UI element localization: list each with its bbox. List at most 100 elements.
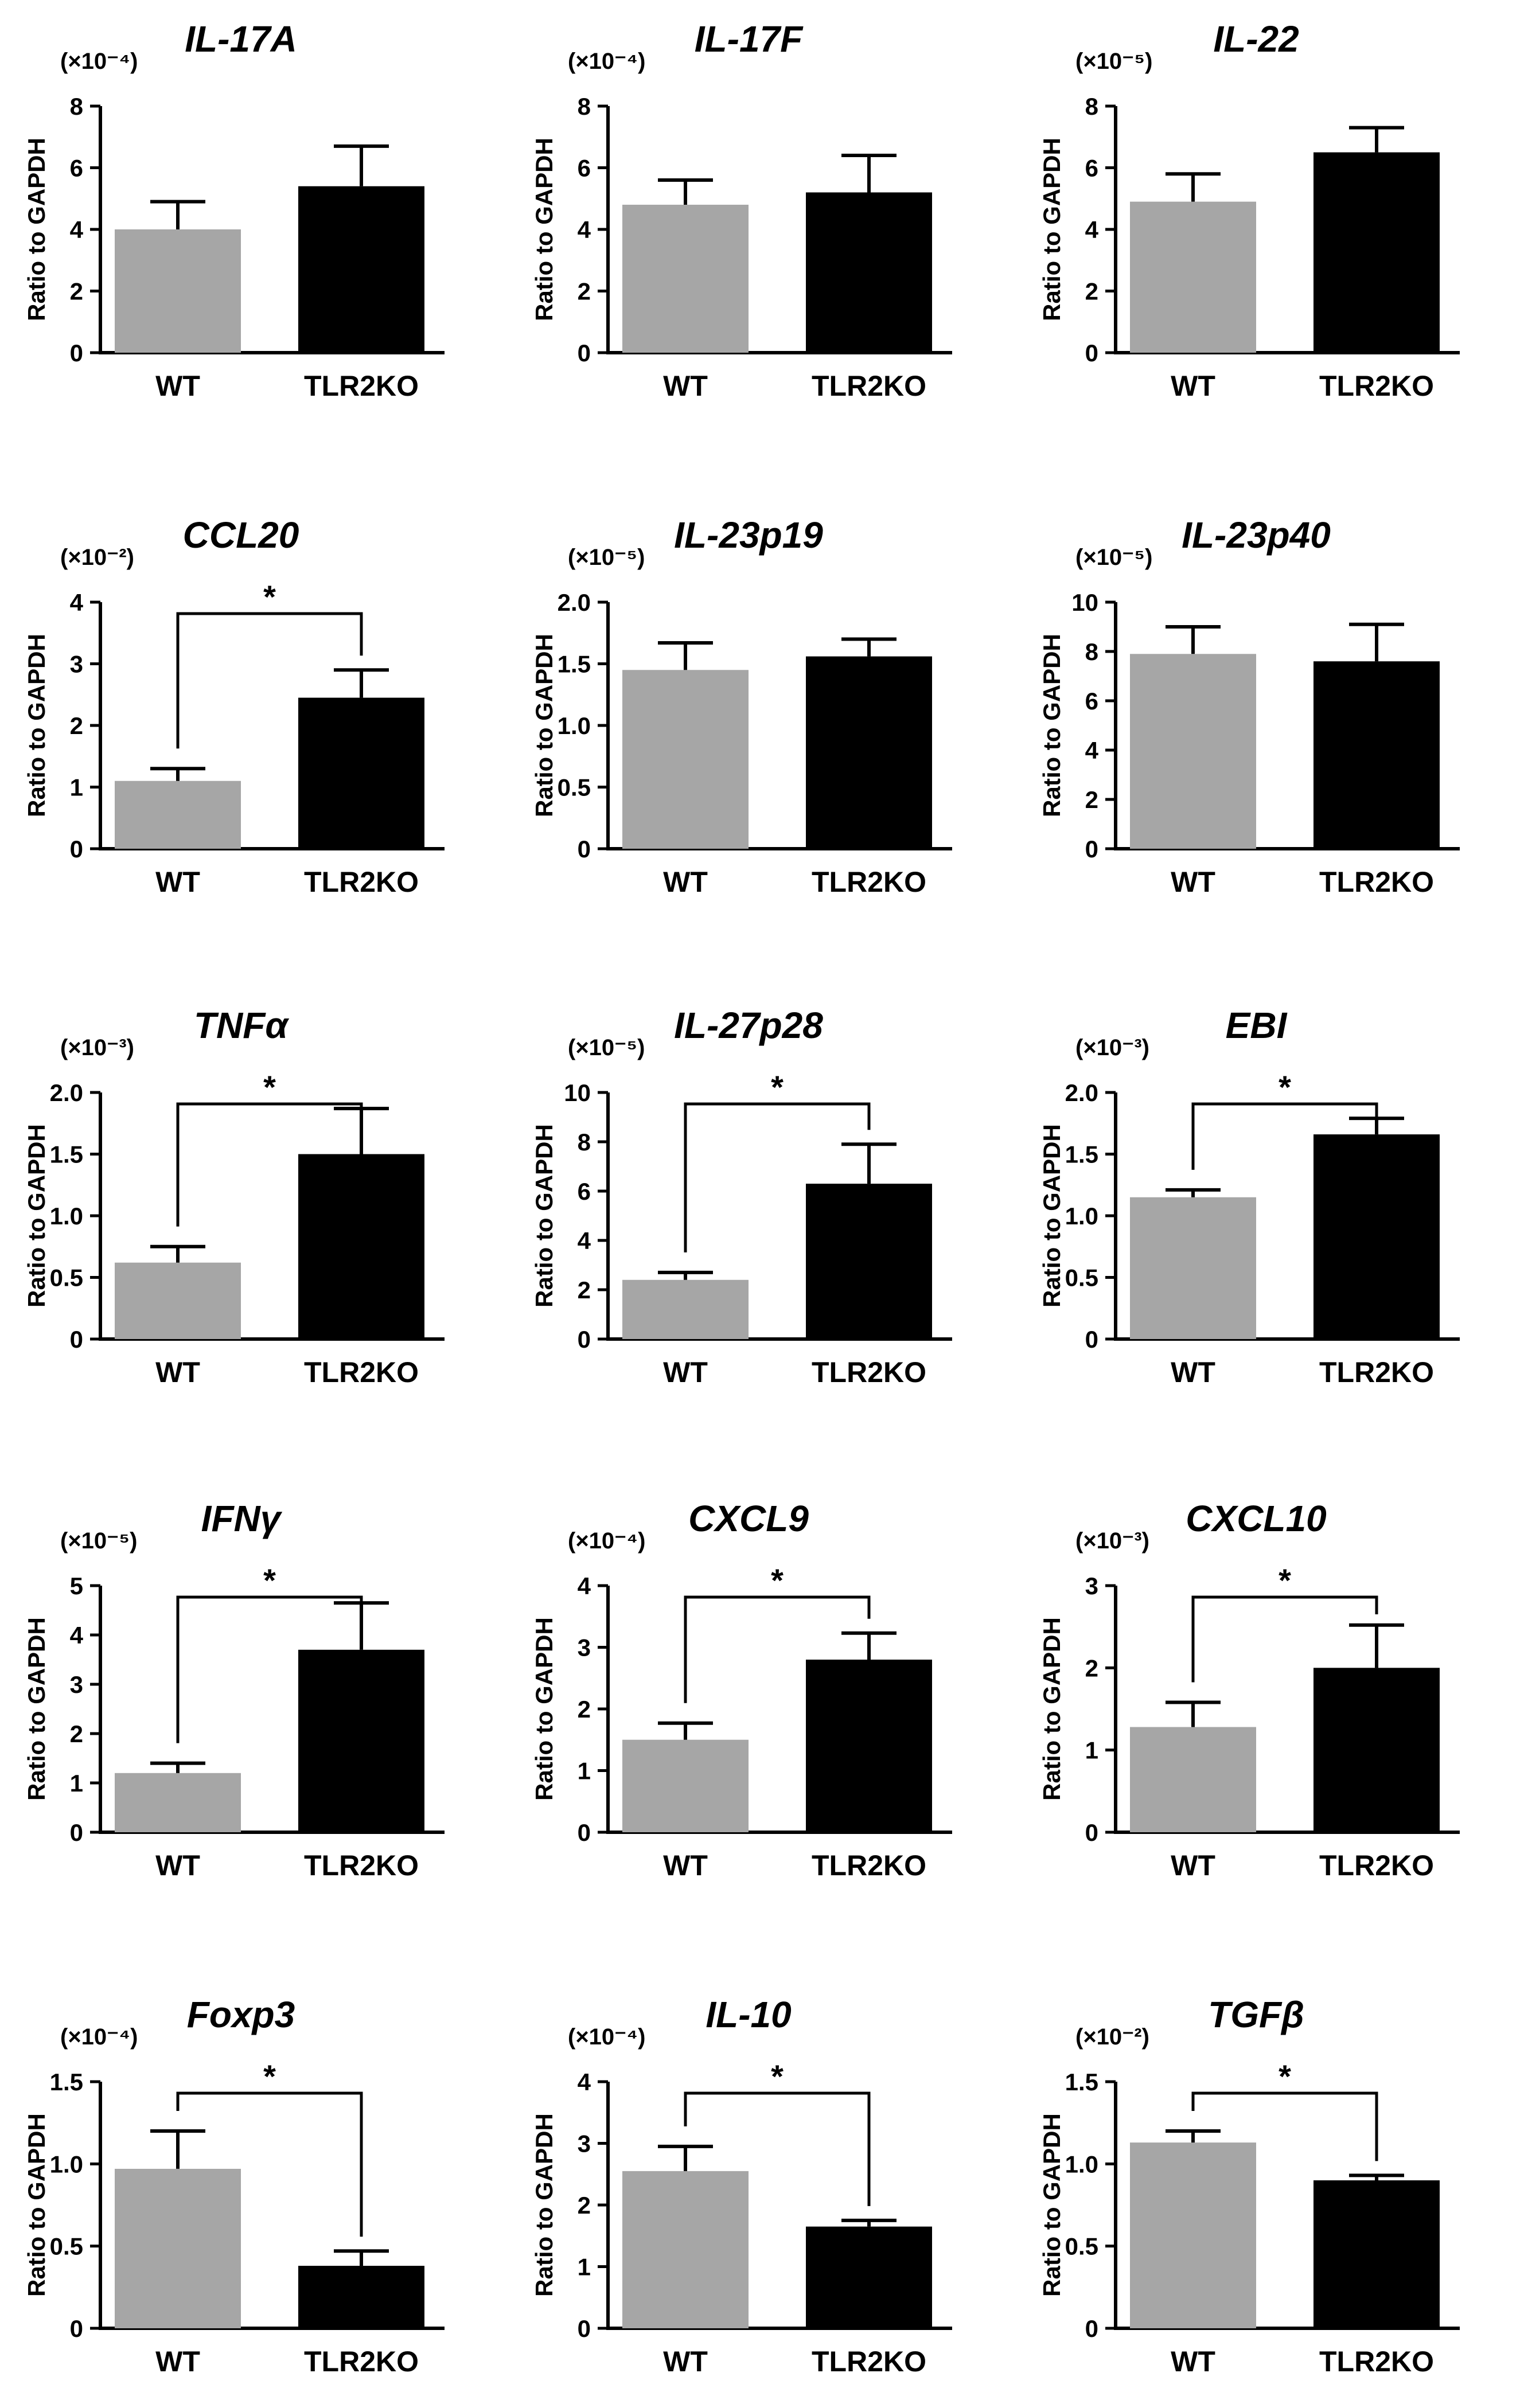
- y-axis-label: Ratio to GAPDH: [531, 1617, 558, 1801]
- error-bar: [334, 2249, 389, 2266]
- error-bar: [1166, 1700, 1221, 1727]
- error-bar: [841, 1142, 897, 1184]
- category-label-wt: WT: [155, 866, 200, 898]
- y-tick-label: 2.0: [558, 589, 591, 616]
- y-tick-label: 0: [1085, 1819, 1098, 1846]
- significance-bracket: [176, 1595, 363, 1743]
- significance-bracket: [684, 2091, 871, 2206]
- chart-panel: IL-27p28 (×10⁻⁵) Ratio to GAPDH 0 2 4 6 8 10 WT TL…: [531, 1005, 952, 1388]
- y-tick-label: 8: [70, 93, 83, 120]
- y-tick-label: 3: [1085, 1572, 1098, 1599]
- y-tick-label: 1.0: [50, 2151, 83, 2177]
- y-axis-label: Ratio to GAPDH: [23, 138, 50, 321]
- bar-tlr2ko: [806, 1184, 932, 1339]
- y-tick-label: 1.0: [1065, 2151, 1098, 2177]
- chart-title: IL-23p40: [1182, 514, 1331, 556]
- chart-panel: TGFβ (×10⁻²) Ratio to GAPDH 0 0.5 1.0 1.5 WT TLR…: [1038, 1994, 1460, 2378]
- y-tick-label: 0.5: [50, 1265, 83, 1291]
- category-label-tlr2ko: TLR2KO: [1319, 2345, 1434, 2378]
- y-tick-label: 4: [578, 216, 591, 243]
- bar-wt: [1130, 654, 1256, 849]
- y-tick-label: 2.0: [50, 1079, 83, 1106]
- y-tick-label: 0: [578, 339, 591, 366]
- category-label-wt: WT: [663, 866, 708, 898]
- error-bar: [1166, 1188, 1221, 1197]
- y-tick-label: 3: [578, 2130, 591, 2157]
- y-tick-label: 5: [70, 1572, 83, 1599]
- chart-title: IL-22: [1213, 18, 1299, 60]
- category-label-tlr2ko: TLR2KO: [812, 1356, 926, 1388]
- y-tick-label: 2: [70, 1720, 83, 1747]
- error-bar: [1166, 625, 1221, 654]
- error-bar: [1166, 2129, 1221, 2143]
- significance-star: *: [263, 579, 276, 615]
- y-tick-label: 4: [70, 216, 84, 243]
- category-label-tlr2ko: TLR2KO: [304, 866, 419, 898]
- category-label-tlr2ko: TLR2KO: [304, 1356, 419, 1388]
- error-bar: [1349, 2173, 1404, 2180]
- category-label-wt: WT: [1171, 866, 1215, 898]
- y-tick-label: 6: [578, 155, 591, 182]
- significance-star: *: [263, 1069, 276, 1105]
- y-tick-label: 1.5: [1065, 1141, 1098, 1168]
- chart-panel: EBI (×10⁻³) Ratio to GAPDH 0 0.5 1.0 1.5 2.0 WT T…: [1038, 1005, 1460, 1388]
- error-bar: [841, 154, 897, 193]
- error-bar: [334, 668, 389, 698]
- y-axis-label: Ratio to GAPDH: [531, 634, 558, 817]
- y-tick-label: 0: [70, 2315, 83, 2342]
- y-axis-label: Ratio to GAPDH: [1038, 2113, 1065, 2297]
- y-axis-label: Ratio to GAPDH: [531, 138, 558, 321]
- bar-wt: [115, 1773, 241, 1832]
- y-tick-label: 8: [578, 1129, 591, 1156]
- significance-star: *: [263, 2058, 276, 2094]
- category-label-tlr2ko: TLR2KO: [812, 1849, 926, 1882]
- bar-tlr2ko: [298, 697, 424, 849]
- error-bar: [1349, 126, 1404, 153]
- error-bar: [1349, 622, 1404, 662]
- y-tick-label: 1.5: [558, 651, 591, 678]
- category-label-wt: WT: [663, 1849, 708, 1882]
- chart-title: CXCL10: [1186, 1498, 1326, 1539]
- chart-title: Foxp3: [187, 1994, 295, 2035]
- error-bar: [150, 2129, 205, 2169]
- y-tick-label: 1.0: [1065, 1203, 1098, 1230]
- significance-bracket: [176, 612, 363, 749]
- y-tick-label: 8: [1085, 93, 1098, 120]
- error-bar: [150, 1244, 205, 1263]
- y-tick-label: 2: [1085, 786, 1098, 813]
- y-tick-label: 4: [578, 1227, 591, 1254]
- y-tick-label: 2: [578, 2192, 591, 2219]
- y-tick-label: 2: [578, 278, 591, 305]
- error-bar: [658, 2144, 713, 2171]
- error-bar: [150, 767, 205, 781]
- chart-title: EBI: [1226, 1005, 1288, 1046]
- category-label-wt: WT: [155, 370, 200, 402]
- error-bar: [658, 178, 713, 205]
- y-tick-label: 6: [1085, 688, 1098, 715]
- chart-panel: IL-23p19 (×10⁻⁵) Ratio to GAPDH 0 0.5 1.0 1.5 2…: [531, 514, 952, 898]
- chart-title: CXCL9: [688, 1498, 809, 1539]
- error-bar: [658, 641, 713, 670]
- y-tick-label: 0.5: [50, 2233, 83, 2260]
- chart-panel: CXCL9 (×10⁻⁴) Ratio to GAPDH 0 1 2 3 4 WT TLR2KO *: [531, 1498, 952, 1882]
- chart-panel: IL-22 (×10⁻⁵) Ratio to GAPDH 0 2 4 6 8 WT TLR2KO: [1038, 18, 1460, 402]
- error-bar: [841, 2218, 897, 2227]
- y-tick-label: 0: [70, 1326, 83, 1353]
- chart-panel: Foxp3 (×10⁻⁴) Ratio to GAPDH 0 0.5 1.0 1.5 WT TL…: [23, 1994, 445, 2378]
- y-tick-label: 1.5: [50, 2069, 83, 2095]
- category-label-tlr2ko: TLR2KO: [304, 370, 419, 402]
- bar-tlr2ko: [298, 1649, 424, 1832]
- chart-title: IFNγ: [201, 1498, 283, 1539]
- y-tick-label: 0.5: [1065, 2233, 1098, 2260]
- y-tick-label: 2: [70, 712, 83, 739]
- category-label-wt: WT: [1171, 1849, 1215, 1882]
- y-tick-label: 3: [578, 1634, 591, 1661]
- bar-tlr2ko: [1313, 1668, 1440, 1832]
- error-bar: [841, 637, 897, 657]
- y-axis-label: Ratio to GAPDH: [23, 1124, 50, 1308]
- error-bar: [334, 144, 389, 186]
- y-multiplier: (×10⁻³): [1075, 1035, 1149, 1060]
- y-tick-label: 1: [578, 2254, 591, 2281]
- category-label-wt: WT: [155, 1356, 200, 1388]
- significance-bracket: [1191, 1102, 1378, 1170]
